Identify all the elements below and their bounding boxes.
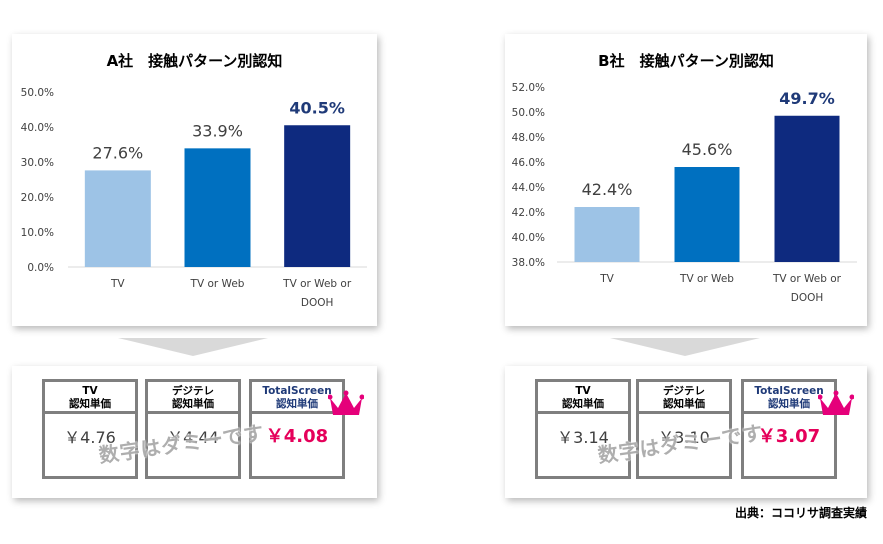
bar-chart-a: 0.0% 10.0% 20.0% 30.0% 40.0% 50.0% 27.6% TV 33.9… xyxy=(21,87,367,309)
digi-cost-title: デジテレ xyxy=(663,385,705,397)
bar-value-label: 49.7% xyxy=(779,89,835,108)
digi-cost-subtitle: 認知単価 xyxy=(172,398,214,410)
category-label: DOOH xyxy=(301,297,334,309)
chart-panel-b: B社 接触パターン別認知 38.0% 40.0% 42.0% 44.0% 46.0% 48… xyxy=(505,34,867,326)
category-label: TV or Web or xyxy=(282,278,352,290)
ts-cost-title: TotalScreen xyxy=(754,385,824,397)
y-tick-label: 50.0% xyxy=(512,107,545,119)
y-tick-label: 48.0% xyxy=(512,132,545,144)
bar xyxy=(284,125,351,267)
y-tick-label: 38.0% xyxy=(512,257,545,269)
crown-icon xyxy=(328,390,364,415)
category-label: DOOH xyxy=(791,292,824,304)
source-note: 出典：ココリサ調査実績 xyxy=(734,506,867,520)
tv-cost-title: TV xyxy=(82,385,98,397)
category-label: TV or Web or xyxy=(772,273,842,285)
cost-panel-a: TV 認知単価 ￥4.76 デジテレ 認知単価 ￥4.44 TotalScree… xyxy=(12,366,377,498)
y-tick-label: 10.0% xyxy=(21,227,54,239)
bar-value-label: 40.5% xyxy=(289,98,345,117)
y-tick-label: 44.0% xyxy=(512,182,545,194)
chart-title-b: B社 接触パターン別認知 xyxy=(598,52,774,70)
y-tick-label: 46.0% xyxy=(512,157,545,169)
digi-cost-header: デジテレ 認知単価 xyxy=(639,382,729,414)
chart-panel-a: A社 接触パターン別認知 0.0% 10.0% 20.0% 30.0% 40.0% 50.… xyxy=(12,34,377,326)
y-tick-label: 20.0% xyxy=(21,192,54,204)
bar xyxy=(774,115,840,262)
y-tick-label: 0.0% xyxy=(27,262,54,274)
bar xyxy=(574,207,640,262)
down-arrow-b xyxy=(610,338,760,356)
bar-value-label: 42.4% xyxy=(582,180,633,199)
ts-cost-header: TotalScreen 認知単価 xyxy=(744,382,834,414)
ts-cost-value: ￥4.08 xyxy=(265,426,329,447)
ts-cost-subtitle: 認知単価 xyxy=(768,398,810,410)
crown-icon xyxy=(818,390,854,415)
y-tick-label: 40.0% xyxy=(512,232,545,244)
bar-value-label: 33.9% xyxy=(192,121,243,140)
tv-cost-box-a: TV 認知単価 ￥4.76 xyxy=(42,379,138,479)
bar-value-label: 27.6% xyxy=(92,143,143,162)
ts-cost-header: TotalScreen 認知単価 xyxy=(252,382,342,414)
down-arrow-a xyxy=(118,338,268,356)
tv-cost-header: TV 認知単価 xyxy=(538,382,628,414)
ts-cost-box-b: TotalScreen 認知単価 ￥3.07 xyxy=(741,379,837,479)
y-tick-label: 42.0% xyxy=(512,207,545,219)
digi-cost-box-a: デジテレ 認知単価 ￥4.44 xyxy=(145,379,241,479)
bar xyxy=(674,167,740,262)
bar-chart-b: 38.0% 40.0% 42.0% 44.0% 46.0% 48.0% 50.0% 52.0%… xyxy=(512,82,857,304)
digi-cost-subtitle: 認知単価 xyxy=(663,398,705,410)
digi-cost-value: ￥4.44 xyxy=(167,428,219,447)
digi-cost-title: デジテレ xyxy=(172,385,214,397)
category-label: TV xyxy=(110,278,125,290)
digi-cost-value: ￥3.10 xyxy=(658,428,710,447)
bar xyxy=(184,148,251,267)
ts-cost-subtitle: 認知単価 xyxy=(276,398,318,410)
ts-cost-title: TotalScreen xyxy=(262,385,332,397)
category-label: TV or Web xyxy=(190,278,245,290)
tv-cost-value: ￥4.76 xyxy=(64,428,116,447)
tv-cost-box-b: TV 認知単価 ￥3.14 xyxy=(535,379,631,479)
bar xyxy=(84,170,151,267)
tv-cost-subtitle: 認知単価 xyxy=(562,398,604,410)
tv-cost-subtitle: 認知単価 xyxy=(69,398,111,410)
category-label: TV xyxy=(599,273,614,285)
category-label: TV or Web xyxy=(679,273,734,285)
bar-value-label: 45.6% xyxy=(682,140,733,159)
y-tick-label: 50.0% xyxy=(21,87,54,99)
cost-panel-b: TV 認知単価 ￥3.14 デジテレ 認知単価 ￥3.10 TotalScree… xyxy=(505,366,867,498)
y-tick-label: 52.0% xyxy=(512,82,545,94)
digi-cost-box-b: デジテレ 認知単価 ￥3.10 xyxy=(636,379,732,479)
digi-cost-header: デジテレ 認知単価 xyxy=(148,382,238,414)
ts-cost-value: ￥3.07 xyxy=(757,426,821,447)
tv-cost-header: TV 認知単価 xyxy=(45,382,135,414)
tv-cost-value: ￥3.14 xyxy=(557,428,609,447)
y-tick-label: 30.0% xyxy=(21,157,54,169)
tv-cost-title: TV xyxy=(575,385,591,397)
y-tick-label: 40.0% xyxy=(21,122,54,134)
chart-title-a: A社 接触パターン別認知 xyxy=(106,52,283,70)
